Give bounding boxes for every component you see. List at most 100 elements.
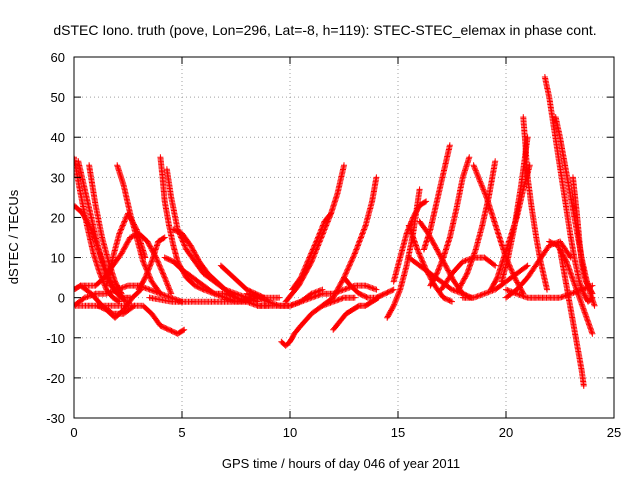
series-40 <box>520 114 551 293</box>
series-32 <box>420 142 453 253</box>
series-trace <box>363 299 374 308</box>
series-trace <box>536 243 552 264</box>
series-trace <box>113 307 126 320</box>
series-trace <box>568 235 578 264</box>
series-trace <box>328 191 341 216</box>
data-point <box>433 270 440 277</box>
series-trace <box>369 175 380 203</box>
series-22 <box>289 210 335 293</box>
series-trace <box>522 143 531 179</box>
series-trace <box>350 303 361 312</box>
series-trace <box>391 256 403 284</box>
series-12 <box>135 234 168 293</box>
series-trace <box>572 260 583 284</box>
data-point <box>492 158 499 165</box>
series-trace <box>148 294 173 305</box>
series-trace <box>334 163 347 195</box>
series-trace <box>574 344 585 372</box>
series-trace <box>111 295 122 304</box>
data-point <box>373 286 380 293</box>
series-trace <box>494 255 507 280</box>
data-point <box>297 274 304 281</box>
series-trace <box>95 243 107 272</box>
series-trace <box>78 283 94 296</box>
series-trace <box>96 303 109 313</box>
series-trace <box>170 243 181 264</box>
y-tick-label: -20 <box>46 371 65 386</box>
x-tick-label: 5 <box>178 425 185 440</box>
data-point <box>254 294 261 301</box>
series-trace <box>320 295 335 308</box>
series-trace <box>557 135 568 163</box>
series-trace <box>537 260 550 292</box>
series-trace <box>391 288 403 308</box>
series-trace <box>482 255 497 268</box>
series-trace <box>397 264 410 292</box>
series-trace <box>149 311 163 328</box>
series-trace <box>586 295 595 304</box>
data-point <box>351 294 358 301</box>
data-point <box>403 230 410 237</box>
data-point <box>341 286 347 293</box>
series-trace <box>440 143 453 175</box>
series-39 <box>498 134 531 285</box>
data-point <box>466 154 473 161</box>
series-trace <box>90 251 103 276</box>
data-point <box>578 286 585 293</box>
series-trace <box>488 275 500 292</box>
data-point <box>328 210 335 217</box>
data-point <box>446 142 453 149</box>
series-trace <box>290 283 301 296</box>
series-35 <box>455 158 499 293</box>
y-tick-label: 10 <box>51 251 65 266</box>
series-trace <box>525 259 541 280</box>
series-trace <box>149 239 161 264</box>
series-trace <box>292 323 303 336</box>
series-trace <box>171 227 184 236</box>
series-trace <box>439 271 455 292</box>
series-trace <box>236 279 249 292</box>
series-trace <box>245 287 258 297</box>
data-point <box>315 234 322 241</box>
data-point <box>477 178 484 185</box>
series-trace <box>103 256 116 288</box>
series-trace <box>162 275 174 296</box>
series-trace <box>153 255 168 280</box>
series-trace <box>86 163 99 207</box>
series-trace <box>499 256 511 284</box>
series-15 <box>170 226 250 305</box>
x-axis-label: GPS time / hours of day 046 of year 2011 <box>222 456 460 471</box>
data-point <box>114 286 121 293</box>
series-trace <box>547 239 560 248</box>
data-point <box>161 274 168 281</box>
y-tick-label: 0 <box>58 291 65 306</box>
series-trace <box>193 283 206 293</box>
series-trace <box>561 159 572 187</box>
series-trace <box>453 175 466 211</box>
series-trace <box>298 311 314 328</box>
series-trace <box>450 259 465 276</box>
series-25 <box>319 174 380 309</box>
series-trace <box>110 231 122 260</box>
series-trace <box>279 339 288 348</box>
data-point <box>168 290 175 297</box>
series-37 <box>459 262 531 301</box>
series-trace <box>337 311 349 324</box>
series-33 <box>427 154 473 289</box>
data-point <box>118 290 125 297</box>
data-point <box>142 274 149 281</box>
series-44 <box>569 174 596 297</box>
x-tick-labels: 0 5 10 15 20 25 <box>70 425 621 440</box>
series-trace <box>464 247 479 276</box>
series-trace <box>121 183 133 215</box>
series-trace <box>357 291 370 301</box>
data-point <box>591 302 598 309</box>
series-trace <box>157 155 166 179</box>
series-trace <box>583 279 591 288</box>
series-trace <box>352 223 369 256</box>
y-tick-label: -30 <box>46 411 65 426</box>
y-tick-labels: -30 -20 -10 0 10 20 30 40 50 60 <box>46 50 65 426</box>
series-trace <box>524 175 535 211</box>
grid <box>74 57 614 418</box>
